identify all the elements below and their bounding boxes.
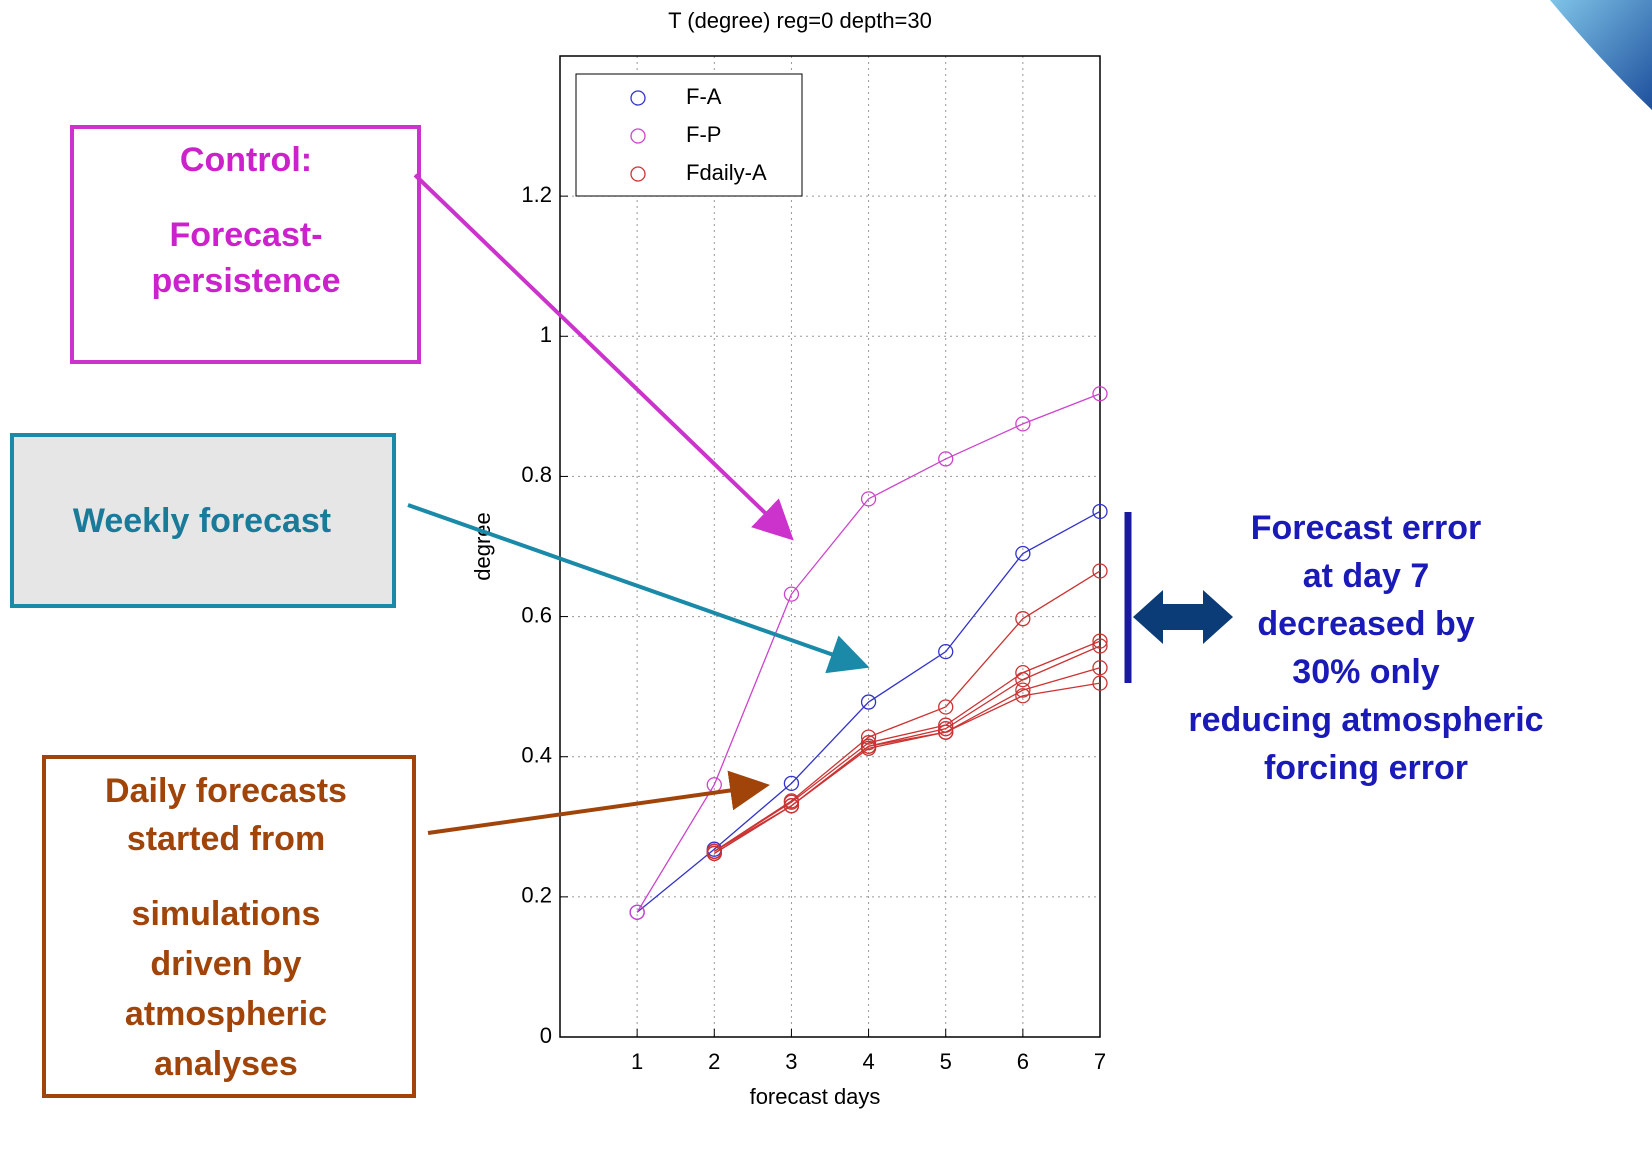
daily-note: atmospheric [125, 995, 327, 1033]
corner-decoration [1550, 0, 1652, 110]
daily-note: driven by [150, 945, 301, 983]
y-tick-label: 1 [540, 322, 552, 347]
y-tick-label: 0.2 [521, 883, 552, 908]
control-note: Control: [180, 141, 312, 179]
result-note: at day 7 [1303, 557, 1430, 595]
result-note: Forecast error [1251, 509, 1482, 547]
daily-note: simulations [132, 895, 321, 933]
page: 0 0.2 0.4 0.6 0.8 1 1.2 1 2 3 4 5 6 7 T (degree) reg=0… [0, 0, 1652, 1173]
result-note: reducing atmospheric [1188, 701, 1543, 739]
y-tick-label: 1.2 [521, 182, 552, 207]
x-tick-label: 3 [785, 1049, 797, 1074]
result-note: 30% only [1292, 653, 1439, 691]
slide: 0 0.2 0.4 0.6 0.8 1 1.2 1 2 3 4 5 6 7 T (degree) reg=0… [0, 0, 1652, 1173]
x-tick-label: 4 [862, 1049, 874, 1074]
y-tick-label: 0.4 [521, 743, 552, 768]
control-note: Forecast- [169, 216, 322, 254]
legend-label: F-P [686, 122, 721, 147]
weekly-note: Weekly forecast [73, 502, 331, 540]
daily-note: Daily forecasts [105, 772, 347, 810]
legend-label: Fdaily-A [686, 160, 767, 185]
y-tick-label: 0.6 [521, 602, 552, 627]
x-tick-label: 1 [631, 1049, 643, 1074]
legend-label: F-A [686, 84, 722, 109]
x-tick-label: 2 [708, 1049, 720, 1074]
y-axis-label: degree [470, 512, 495, 581]
y-tick-label: 0 [540, 1023, 552, 1048]
chart-title: T (degree) reg=0 depth=30 [668, 8, 932, 33]
result-note: decreased by [1257, 605, 1474, 643]
x-tick-label: 7 [1094, 1049, 1106, 1074]
control-note: persistence [152, 262, 341, 300]
daily-note: started from [127, 820, 325, 858]
x-tick-label: 6 [1017, 1049, 1029, 1074]
x-tick-label: 5 [940, 1049, 952, 1074]
result-note: forcing error [1264, 749, 1468, 787]
x-axis-label: forecast days [750, 1084, 881, 1109]
y-tick-label: 0.8 [521, 462, 552, 487]
double-arrow [1133, 590, 1233, 644]
daily-note: analyses [154, 1045, 298, 1083]
